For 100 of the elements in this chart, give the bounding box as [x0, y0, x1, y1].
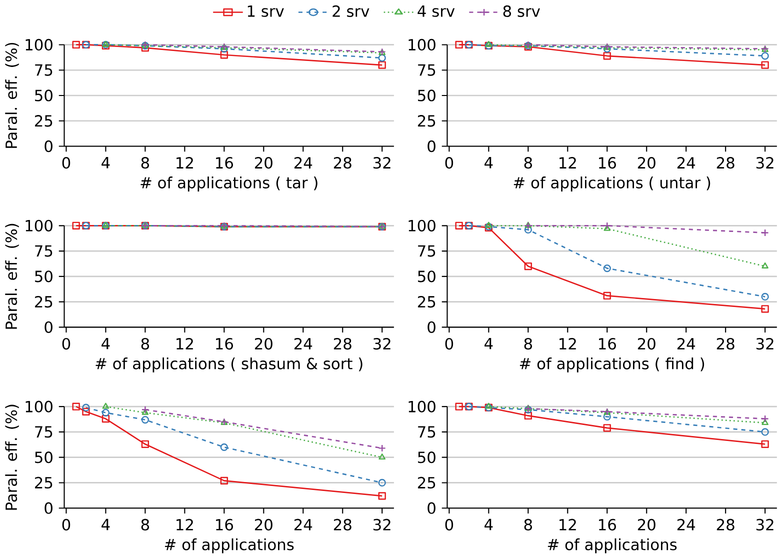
x-tick-label: 12 [176, 156, 193, 168]
y-tick-label: 50 [35, 270, 52, 282]
point [141, 416, 150, 424]
point [761, 440, 769, 448]
point [82, 408, 90, 416]
x-tick-label: 0 [62, 518, 70, 530]
point [220, 443, 228, 451]
x-tick-label: 16 [216, 518, 233, 530]
x-tick-label: 28 [716, 156, 734, 168]
y-tick-label: 100 [26, 38, 52, 50]
x-tick-label: 4 [484, 338, 493, 349]
y-tick-label: 25 [35, 114, 52, 126]
x-tick-label: 4 [102, 338, 110, 349]
y-tick-label: 50 [418, 451, 436, 463]
x-tick-label: 16 [216, 156, 233, 168]
point [102, 402, 110, 409]
x-tick-label: 28 [334, 338, 352, 350]
x-tick-label: 0 [62, 338, 70, 350]
point [761, 52, 769, 60]
point [603, 412, 611, 420]
y-tick-label: 25 [35, 296, 52, 308]
x-axis-title: # of applications [164, 538, 294, 554]
x-tick-label: 0 [445, 156, 454, 168]
x-tick-label: 28 [716, 518, 734, 530]
y-tick-label: 0 [428, 140, 436, 152]
x-tick-label: 20 [254, 338, 272, 350]
x-tick-label: 12 [176, 338, 193, 350]
x-tick-label: 4 [484, 156, 493, 168]
point [378, 60, 386, 69]
point [761, 304, 769, 313]
x-tick-label: 24 [677, 518, 696, 530]
x-tick-label: 16 [599, 518, 616, 530]
y-tick-label: 100 [408, 220, 436, 232]
x-tick-label: 8 [141, 518, 150, 530]
y-tick-label: 75 [418, 426, 436, 438]
legend-label: 1 srv [248, 5, 284, 17]
y-tick-label: 50 [35, 89, 52, 102]
x-tick-label: 24 [294, 156, 312, 168]
x-tick-label: 8 [524, 518, 532, 530]
y-tick-label: 100 [408, 38, 436, 50]
point [761, 414, 769, 422]
x-tick-label: 20 [638, 338, 656, 350]
point [72, 40, 80, 48]
point [102, 408, 110, 416]
x-tick-label: 8 [141, 156, 150, 168]
x-tick-label: 4 [102, 156, 110, 168]
y-axis-title: Paral. eff. (%) [5, 224, 19, 329]
y-tick-label: 75 [35, 64, 52, 76]
point [603, 264, 611, 272]
x-tick-label: 32 [756, 518, 774, 530]
x-tick-label: 8 [524, 338, 532, 350]
x-tick-label: 16 [216, 338, 233, 350]
x-tick-label: 32 [373, 338, 390, 350]
x-axis-title: # of applications [548, 538, 677, 554]
x-tick-label: 16 [599, 338, 616, 350]
point [761, 228, 769, 236]
y-tick-label: 25 [418, 114, 436, 126]
x-tick-label: 12 [560, 518, 576, 530]
y-tick-label: 50 [418, 89, 436, 102]
y-tick-label: 50 [35, 451, 52, 463]
point [485, 222, 492, 228]
y-tick-label: 25 [35, 476, 52, 488]
y-tick-label: 0 [428, 502, 436, 514]
y-tick-label: 0 [428, 321, 436, 333]
y-tick-label: 0 [44, 502, 52, 514]
x-tick-label: 20 [254, 156, 272, 168]
y-tick-label: 100 [408, 400, 436, 412]
point [378, 444, 386, 452]
x-tick-label: 28 [334, 518, 352, 530]
x-axis-title: # of applications ( find ) [520, 357, 704, 372]
x-tick-label: 0 [445, 338, 454, 350]
point [102, 414, 110, 422]
point [762, 262, 768, 268]
x-tick-label: 0 [62, 156, 70, 168]
point [603, 424, 611, 432]
point [603, 52, 611, 60]
y-tick-label: 25 [418, 296, 436, 308]
x-tick-label: 8 [524, 156, 532, 168]
point [524, 262, 532, 270]
y-tick-label: 100 [26, 400, 52, 412]
point [455, 40, 463, 48]
x-tick-label: 12 [560, 338, 576, 350]
y-tick-label: 75 [35, 426, 52, 438]
point [82, 404, 90, 412]
x-tick-label: 28 [334, 156, 352, 168]
x-tick-label: 20 [254, 518, 272, 530]
y-axis-title: Paral. eff. (%) [5, 404, 19, 510]
x-tick-label: 32 [373, 156, 390, 168]
x-tick-label: 24 [294, 518, 312, 530]
x-tick-label: 32 [756, 338, 774, 350]
point [455, 222, 463, 230]
x-tick-label: 24 [294, 338, 312, 350]
x-tick-label: 24 [677, 338, 696, 350]
x-tick-label: 4 [102, 518, 110, 530]
x-tick-label: 12 [560, 156, 576, 168]
y-tick-label: 100 [26, 220, 52, 232]
x-tick-label: 0 [445, 518, 454, 530]
y-tick-label: 0 [44, 140, 52, 152]
point [761, 292, 769, 300]
y-tick-label: 75 [418, 245, 436, 257]
